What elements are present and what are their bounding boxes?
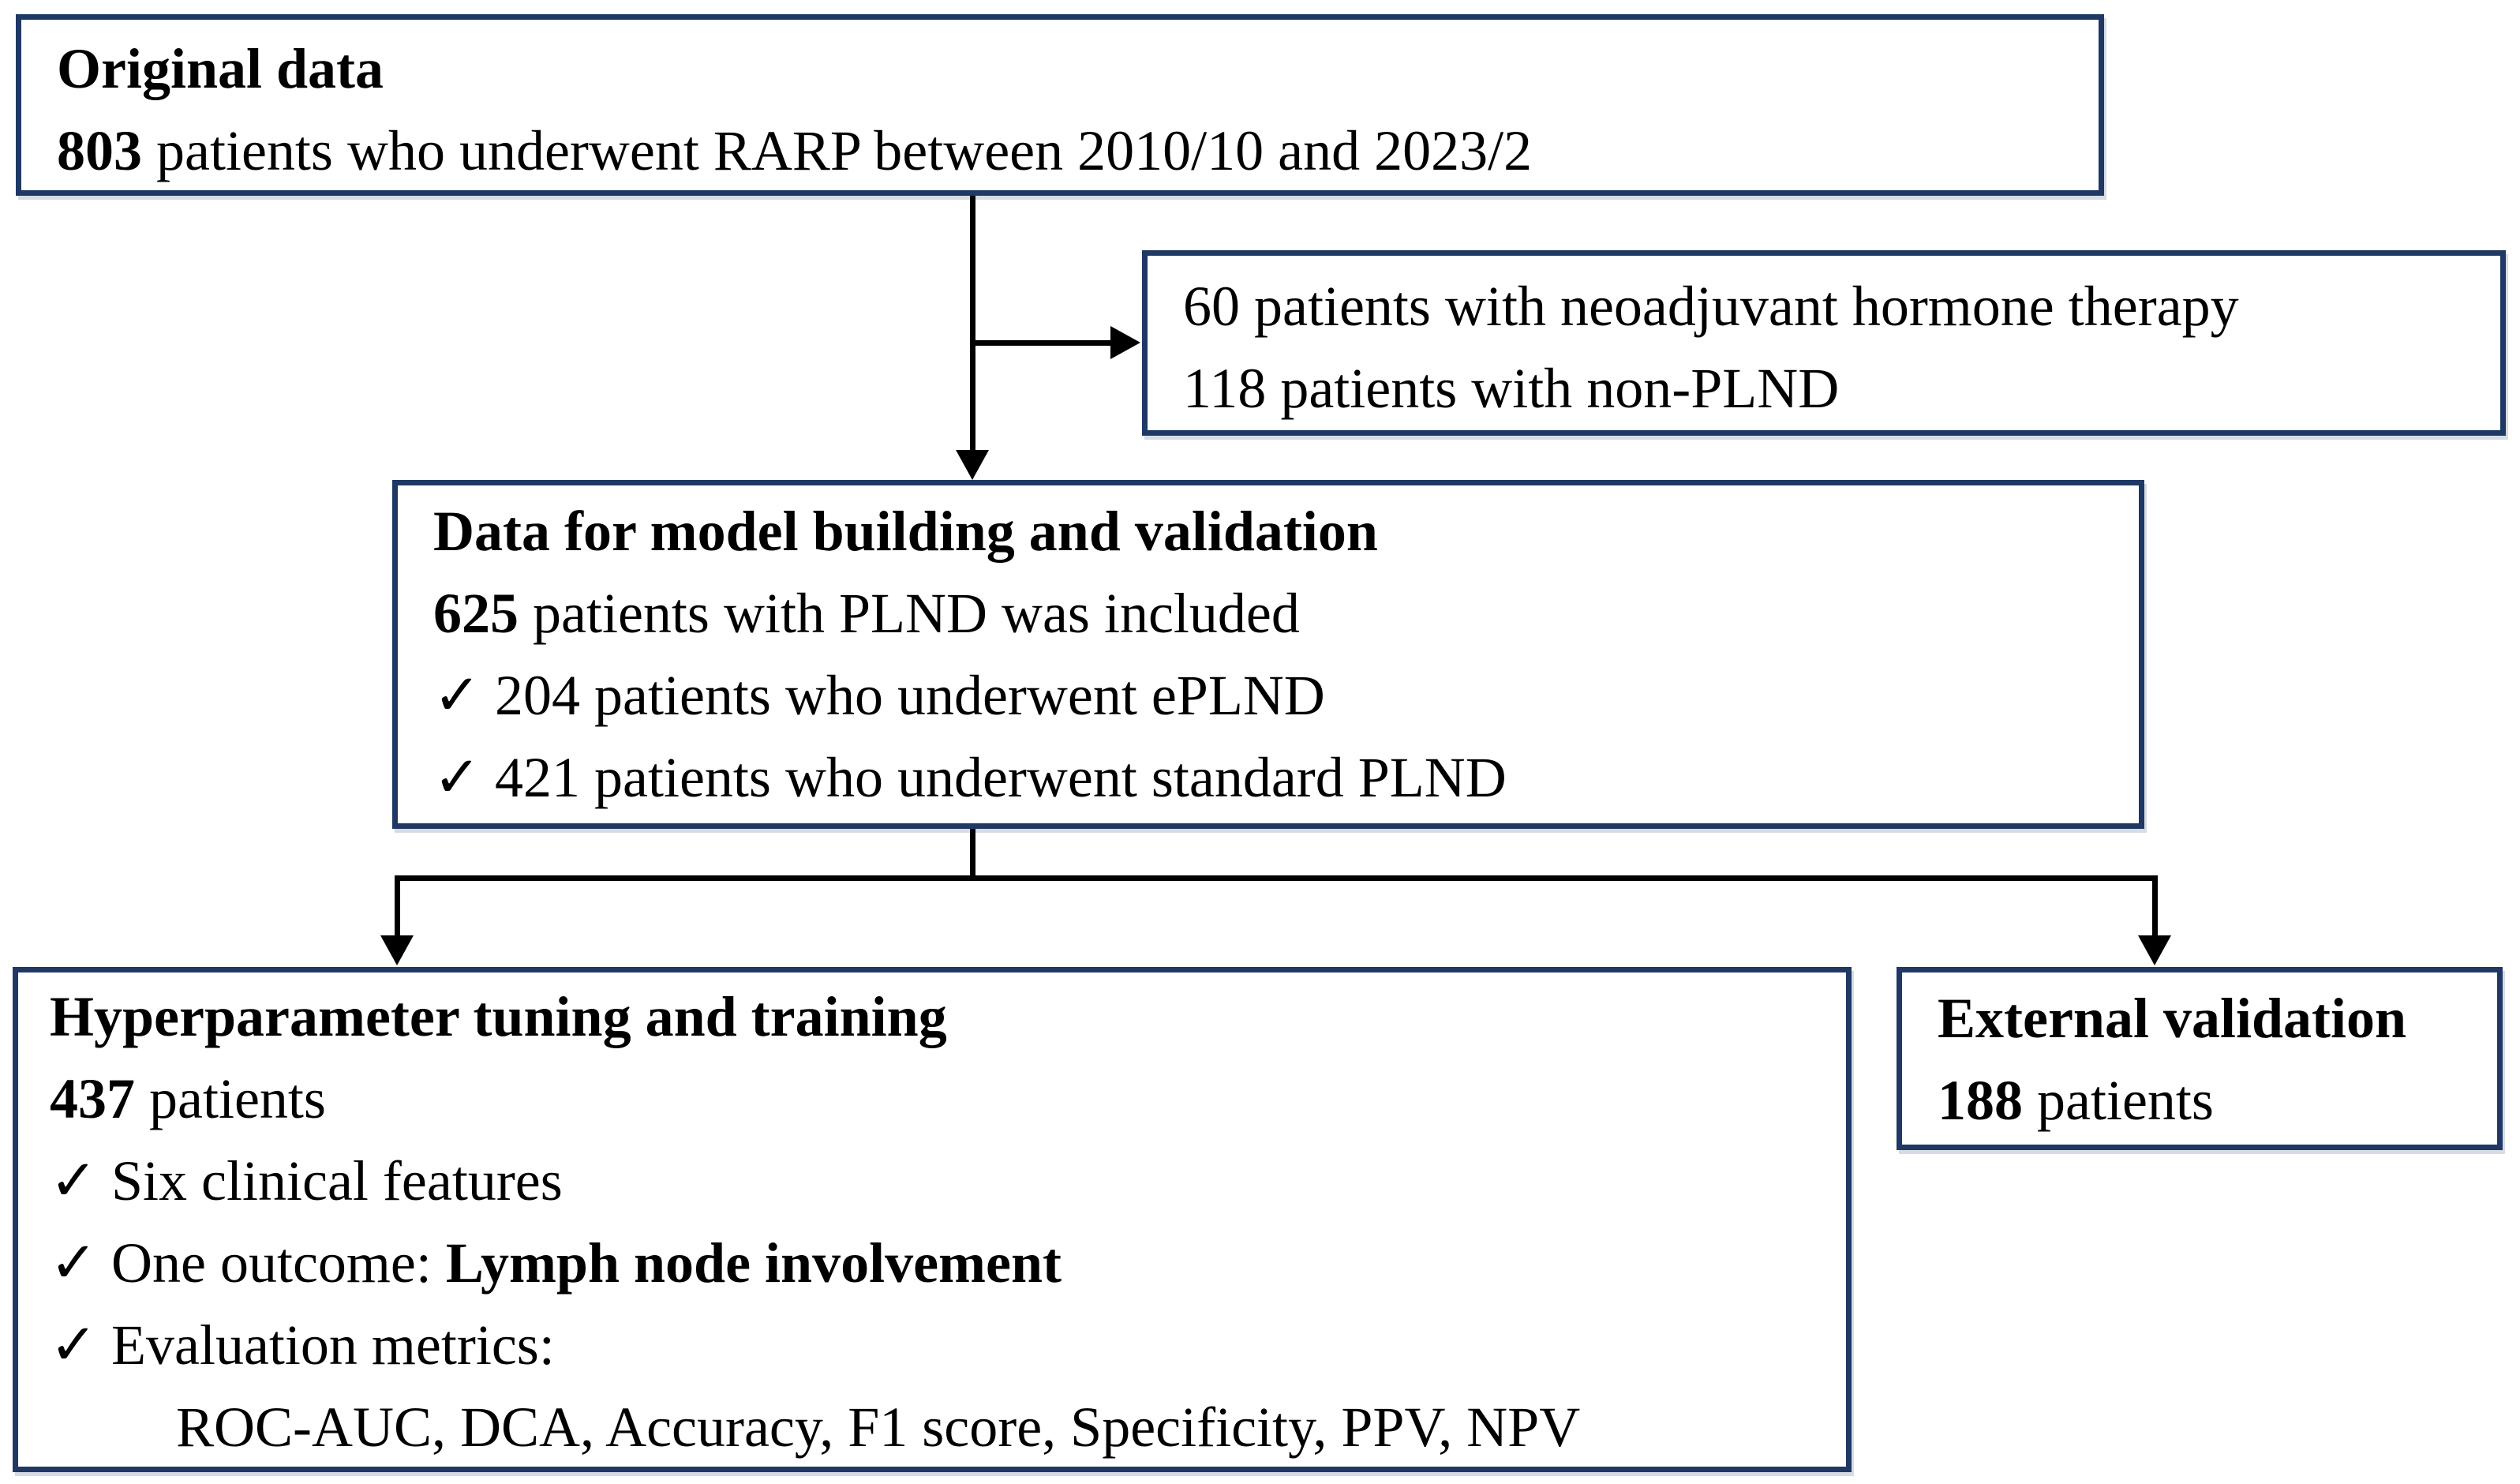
model-data-box: Data for model building and validation 6… xyxy=(392,480,2144,829)
checkmark-icon: ✓ xyxy=(50,1231,98,1295)
connector-split-horizontal xyxy=(395,875,2158,881)
box-title: Hyperparameter tuning and training xyxy=(50,985,947,1048)
connector-branch-to-excluded xyxy=(972,340,1110,346)
arrow-down-icon xyxy=(956,450,989,480)
arrow-down-icon xyxy=(2138,935,2171,965)
box-title: External validation xyxy=(1938,987,2407,1050)
patient-count: 803 xyxy=(57,119,142,182)
checkmark-icon: ✓ xyxy=(50,1313,98,1377)
checkmark-icon: ✓ xyxy=(50,1149,98,1212)
original-data-box: Original data 803 patients who underwent… xyxy=(16,14,2104,196)
external-title: External validation xyxy=(1938,977,2462,1059)
excluded-line-2: 118 patients with non-PLND xyxy=(1183,357,1840,420)
training-check-2: ✓ One outcome: Lymph node involvement xyxy=(50,1222,1810,1304)
model-data-title: Data for model building and validation xyxy=(433,490,2103,572)
checkmark-icon: ✓ xyxy=(433,746,481,809)
original-data-title: Original data xyxy=(57,28,2063,110)
original-data-count-line: 803 patients who underwent RARP between … xyxy=(57,110,2063,192)
model-data-count-line: 625 patients with PLND was included xyxy=(433,572,2103,654)
connector-split-right xyxy=(2152,875,2158,939)
excluded-patients-box: 60 patients with neoadjuvant hormone the… xyxy=(1142,250,2506,436)
outcome-name: Lymph node involvement xyxy=(445,1231,1062,1295)
evaluation-metrics-list: ROC-AUC, DCA, Accuracy, F1 score, Specif… xyxy=(176,1396,1581,1459)
training-title: Hyperparameter tuning and training xyxy=(50,976,1810,1058)
check-item-text: Evaluation metrics: xyxy=(111,1313,555,1377)
patient-count-text: patients xyxy=(2023,1069,2214,1132)
arrow-right-icon xyxy=(1110,326,1140,359)
check-item-text: 421 patients who underwent standard PLND xyxy=(495,746,1507,809)
model-data-check-1: ✓ 204 patients who underwent ePLND xyxy=(433,654,2103,736)
check-item-text: 204 patients who underwent ePLND xyxy=(495,664,1325,727)
check-item-text: Six clinical features xyxy=(111,1149,563,1212)
training-check-3: ✓ Evaluation metrics: xyxy=(50,1304,1810,1386)
patient-count: 188 xyxy=(1938,1069,2023,1132)
patient-count: 625 xyxy=(433,582,519,645)
check-item-text: One outcome: Lymph node involvement xyxy=(111,1222,1062,1304)
external-count-line: 188 patients xyxy=(1938,1059,2462,1141)
excluded-line-1: 60 patients with neoadjuvant hormone the… xyxy=(1183,275,2239,338)
patient-count-text: patients with PLND was included xyxy=(519,582,1300,645)
training-box: Hyperparameter tuning and training 437 p… xyxy=(13,967,1852,1472)
external-validation-box: External validation 188 patients xyxy=(1897,967,2503,1150)
connector-top-to-middle xyxy=(970,196,975,450)
arrow-down-icon xyxy=(380,935,414,965)
outcome-prefix: One outcome: xyxy=(111,1231,446,1295)
connector-middle-down xyxy=(970,829,975,881)
box-title: Original data xyxy=(57,37,384,100)
training-check-1: ✓ Six clinical features xyxy=(50,1140,1810,1222)
model-data-check-2: ✓ 421 patients who underwent standard PLN… xyxy=(433,736,2103,819)
patient-count-text: patients xyxy=(135,1067,326,1130)
patient-count: 437 xyxy=(50,1067,135,1130)
training-count-line: 437 patients xyxy=(50,1058,1810,1140)
connector-split-left xyxy=(395,875,400,939)
patient-count-text: patients who underwent RARP between 2010… xyxy=(142,119,1533,182)
checkmark-icon: ✓ xyxy=(433,664,481,727)
box-title: Data for model building and validation xyxy=(433,500,1378,563)
